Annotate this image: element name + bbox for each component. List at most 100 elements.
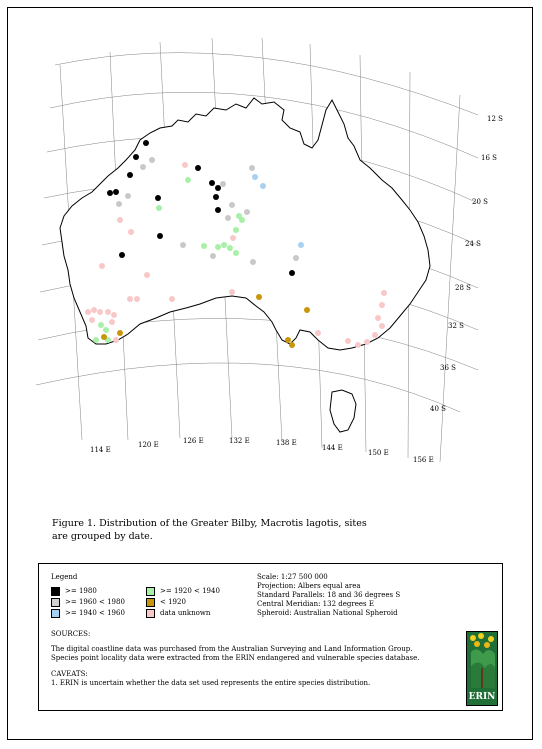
lat-label-12: 12 S xyxy=(487,115,503,123)
lat-label-36: 36 S xyxy=(440,364,456,372)
site-point xyxy=(372,332,378,338)
site-point xyxy=(113,189,119,195)
legend-label: >= 1940 < 1960 xyxy=(65,609,125,617)
lon-label-156: 156 E xyxy=(413,456,434,464)
legend-swatch xyxy=(146,609,155,618)
site-point xyxy=(375,315,381,321)
parallels-text: Standard Parallels: 18 and 36 degrees S xyxy=(257,591,401,599)
site-point xyxy=(109,319,115,325)
lon-label-126: 126 E xyxy=(183,437,204,445)
site-point xyxy=(379,323,385,329)
map: 12 S 16 S 20 S 24 S 28 S 32 S 36 S 40 S … xyxy=(35,37,503,464)
site-point xyxy=(285,337,291,343)
site-point xyxy=(157,233,163,239)
spheroid-text: Spheroid: Australian National Spheroid xyxy=(257,609,398,617)
legend-swatch xyxy=(51,587,60,596)
site-point xyxy=(140,164,146,170)
site-point xyxy=(249,165,255,171)
site-point xyxy=(111,312,117,318)
site-point xyxy=(260,183,266,189)
caveats-heading: CAVEATS: xyxy=(51,670,88,678)
site-point xyxy=(85,309,91,315)
site-point xyxy=(149,157,155,163)
lat-label-32: 32 S xyxy=(448,322,464,330)
legend-label: >= 1960 < 1980 xyxy=(65,598,125,606)
site-point xyxy=(180,242,186,248)
site-point xyxy=(127,296,133,302)
legend-swatch xyxy=(51,609,60,618)
site-point xyxy=(229,289,235,295)
site-point xyxy=(113,337,119,343)
lon-label-150: 150 E xyxy=(368,449,389,457)
site-point xyxy=(381,290,387,296)
lat-label-20: 20 S xyxy=(472,198,488,206)
site-point xyxy=(144,272,150,278)
site-point xyxy=(185,177,191,183)
site-point xyxy=(133,154,139,160)
site-point xyxy=(117,217,123,223)
site-point xyxy=(119,252,125,258)
lon-label-138: 138 E xyxy=(276,439,297,447)
site-point xyxy=(315,330,321,336)
legend-label: data unknown xyxy=(160,609,211,617)
sources-line-1: The digital coastline data was purchased… xyxy=(51,645,413,653)
site-point xyxy=(345,338,351,344)
site-point xyxy=(169,296,175,302)
site-point xyxy=(97,309,103,315)
figure-caption: Figure 1. Distribution of the Greater Bi… xyxy=(52,518,367,542)
site-point xyxy=(91,307,97,313)
site-point xyxy=(215,207,221,213)
site-point xyxy=(250,259,256,265)
caveats-section: CAVEATS: 1. ERIN is uncertain whether th… xyxy=(51,670,451,688)
lon-label-120: 120 E xyxy=(138,441,159,449)
site-point xyxy=(143,140,149,146)
site-point xyxy=(304,307,310,313)
legend-box: Legend >= 1980 >= 1960 < 1980 >= 1940 < … xyxy=(38,563,503,711)
site-point xyxy=(182,162,188,168)
site-point xyxy=(298,242,304,248)
site-point xyxy=(227,245,233,251)
lon-label-144: 144 E xyxy=(322,444,343,452)
lon-label-132: 132 E xyxy=(229,437,250,445)
sources-line-2: Species point locality data were extract… xyxy=(51,654,420,662)
site-point xyxy=(215,185,221,191)
australia-coastline xyxy=(59,97,431,351)
site-point xyxy=(98,322,104,328)
site-point xyxy=(220,181,226,187)
lat-label-16: 16 S xyxy=(481,154,497,162)
site-point xyxy=(293,255,299,261)
site-points xyxy=(85,140,387,348)
site-point xyxy=(105,309,111,315)
legend-label: >= 1920 < 1940 xyxy=(160,587,220,595)
lat-label-40: 40 S xyxy=(430,405,446,413)
scale-text: Scale: 1:27 500 000 xyxy=(257,573,328,581)
site-point xyxy=(195,165,201,171)
site-point xyxy=(230,235,236,241)
site-point xyxy=(364,339,370,345)
legend-title: Legend xyxy=(51,573,78,581)
site-point xyxy=(256,294,262,300)
lon-label-114: 114 E xyxy=(90,446,111,454)
site-point xyxy=(128,229,134,235)
logo-text: ERIN xyxy=(468,692,496,702)
site-point xyxy=(134,296,140,302)
site-point xyxy=(229,202,235,208)
legend-swatch xyxy=(51,598,60,607)
site-point xyxy=(233,250,239,256)
site-point xyxy=(99,263,105,269)
site-point xyxy=(103,327,109,333)
sources-section: SOURCES: The digital coastline data was … xyxy=(51,630,451,663)
page-frame xyxy=(7,7,533,740)
projection-text: Projection: Albers equal area xyxy=(257,582,361,590)
site-point xyxy=(116,201,122,207)
legend-swatch xyxy=(146,587,155,596)
lat-label-28: 28 S xyxy=(455,284,471,292)
site-point xyxy=(215,244,221,250)
site-point xyxy=(213,194,219,200)
site-point xyxy=(117,330,123,336)
site-point xyxy=(289,270,295,276)
sources-heading: SOURCES: xyxy=(51,630,91,638)
site-point xyxy=(89,317,95,323)
site-point xyxy=(355,342,361,348)
projection-info: Scale: 1:27 500 000 Projection: Albers e… xyxy=(257,573,400,618)
